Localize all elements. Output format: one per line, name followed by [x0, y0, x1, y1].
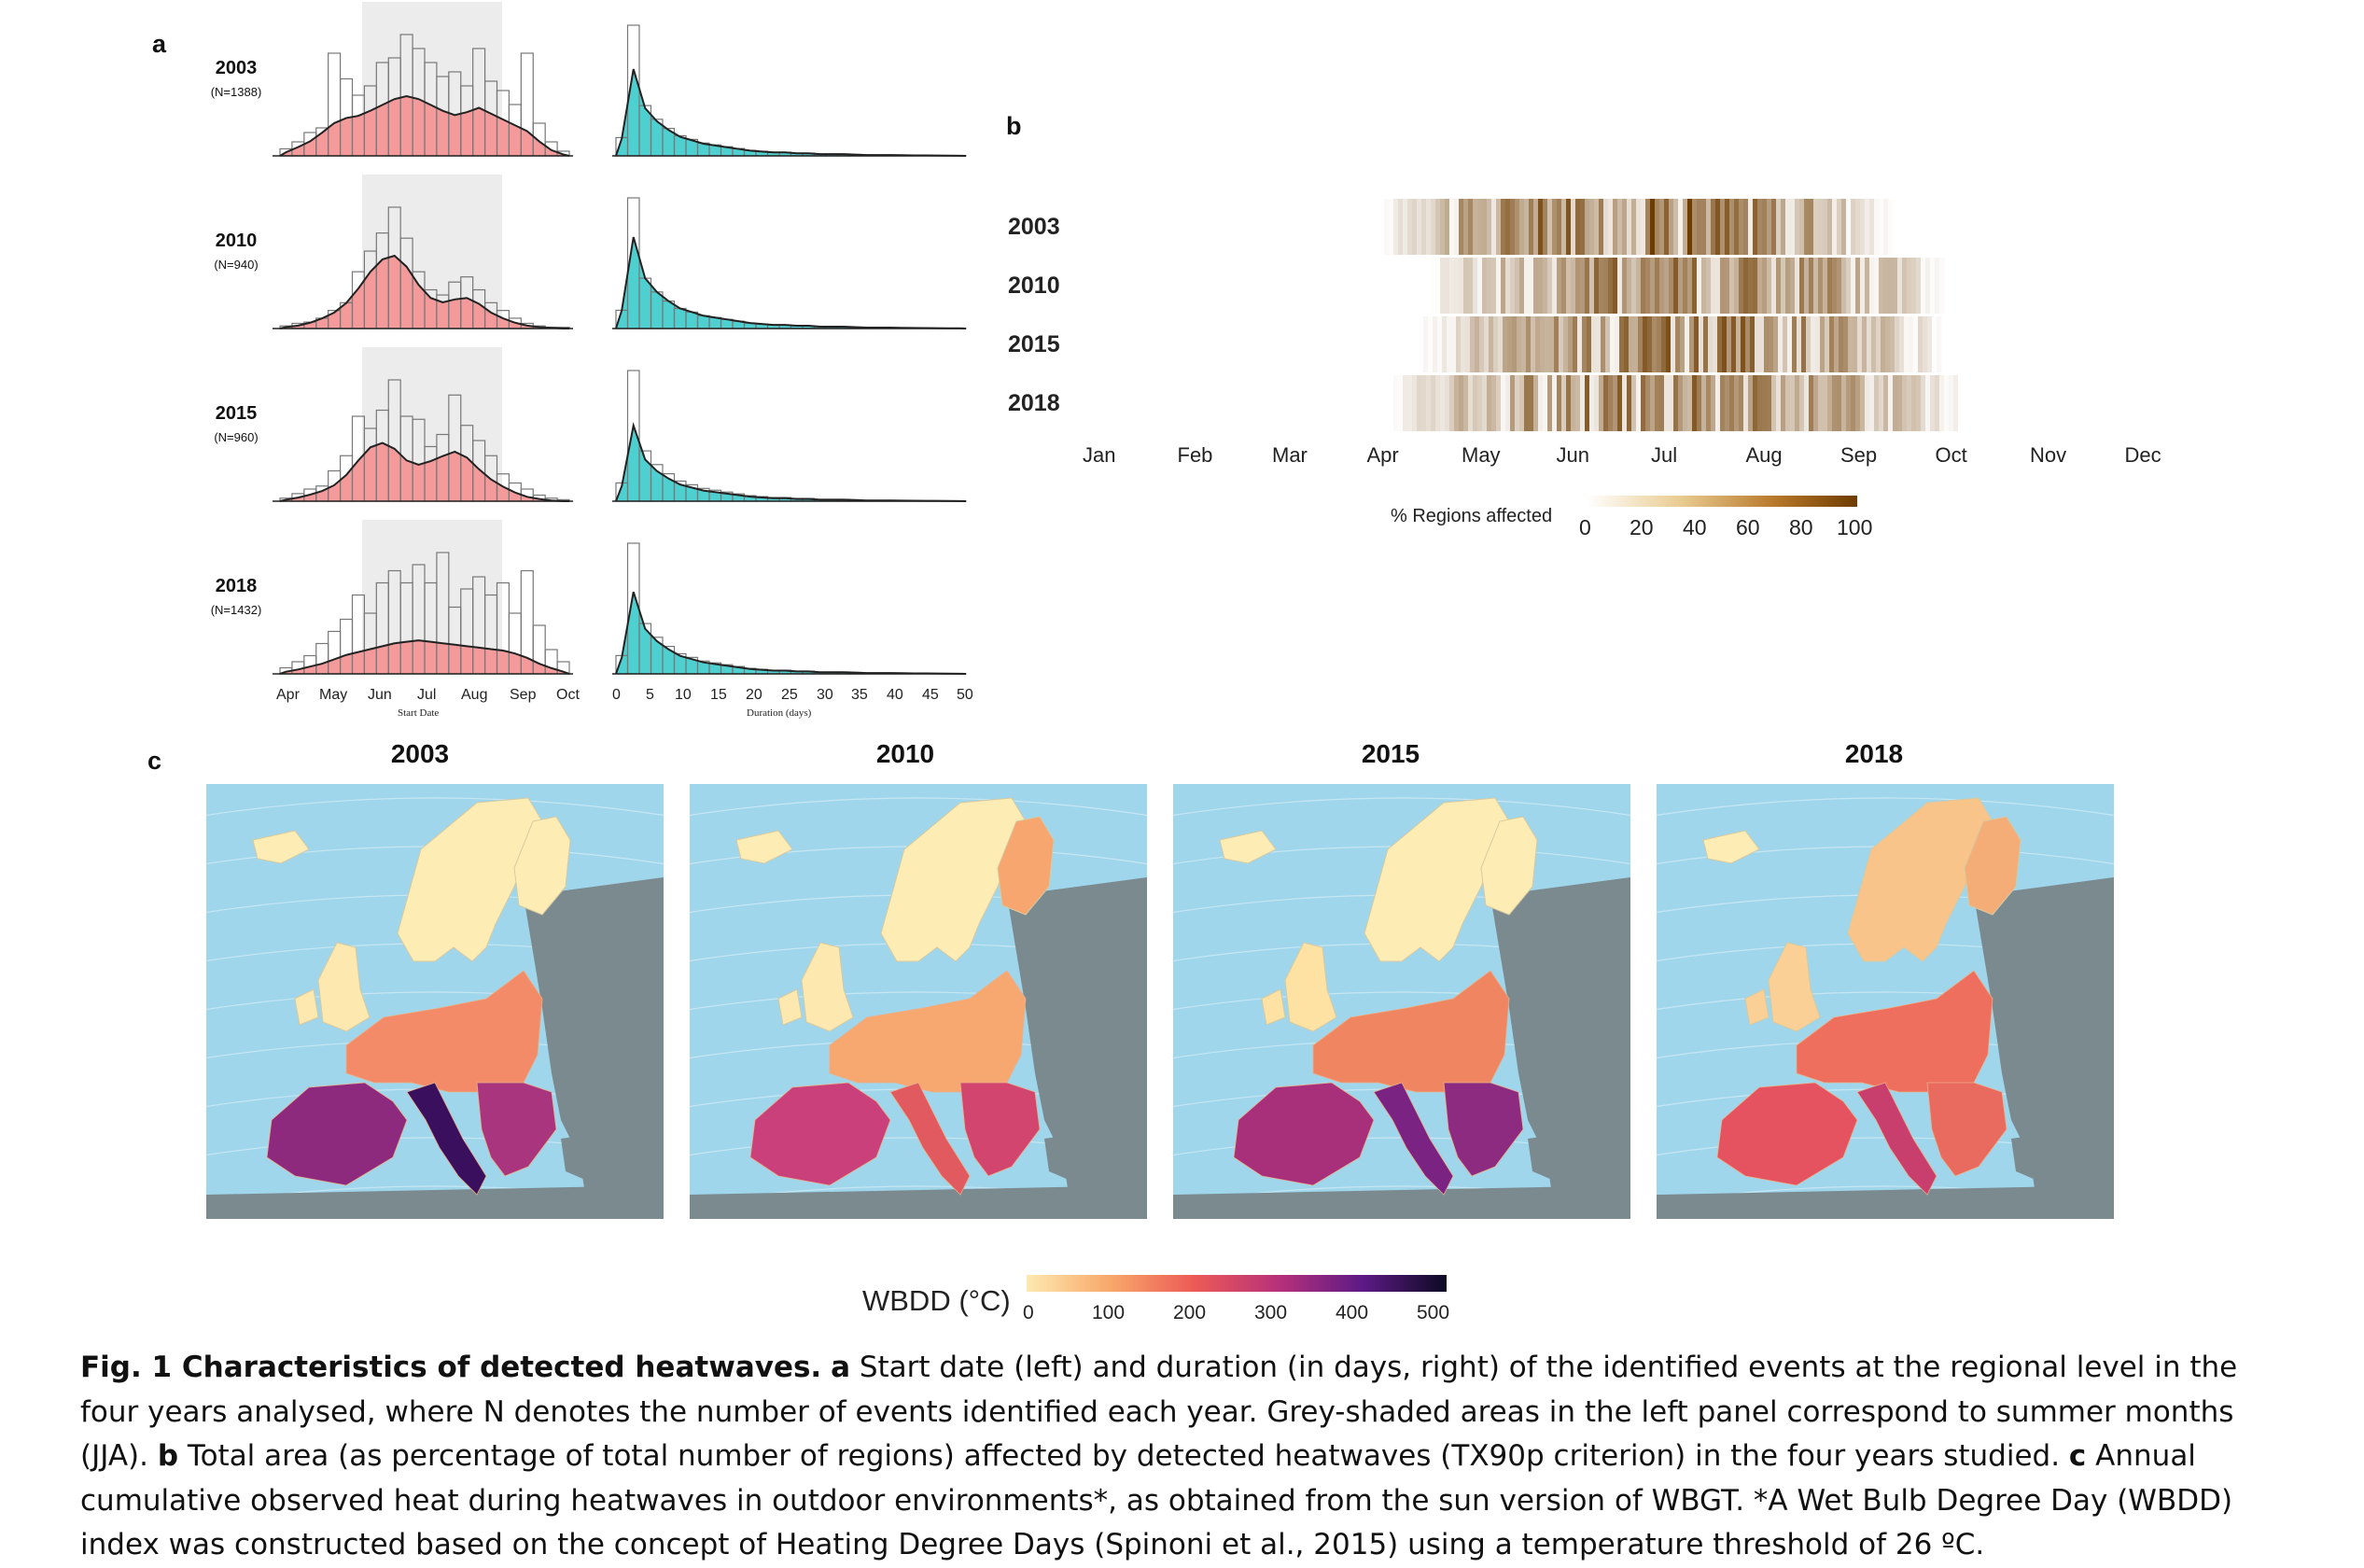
panel-c-maps — [0, 0, 2147, 1232]
wbdd-legend-ticks: 0 100 200 300 400 500 — [1023, 1302, 1471, 1328]
wbdd-tick: 400 — [1336, 1302, 1368, 1324]
caption-b-text: Total area (as percentage of total numbe… — [178, 1439, 2069, 1473]
map-panel — [652, 784, 1184, 1219]
wbdd-legend-bar — [1027, 1275, 1456, 1295]
map-panel — [1136, 784, 1668, 1219]
caption-letter-a: a — [831, 1351, 850, 1384]
figure-caption: Fig. 1 Characteristics of detected heatw… — [80, 1346, 2245, 1568]
caption-letter-c: c — [2069, 1439, 2086, 1473]
caption-fig-title: Fig. 1 Characteristics of detected heatw… — [80, 1351, 821, 1384]
wbdd-tick: 300 — [1254, 1302, 1287, 1324]
map-panel — [169, 784, 701, 1219]
wbdd-tick: 0 — [1023, 1302, 1034, 1324]
wbdd-tick: 500 — [1417, 1302, 1449, 1324]
map-panel — [1619, 784, 2151, 1219]
caption-letter-b: b — [158, 1439, 178, 1473]
wbdd-tick: 100 — [1092, 1302, 1125, 1324]
wbdd-legend-label: WBDD (°C) — [862, 1284, 1011, 1318]
wbdd-tick: 200 — [1173, 1302, 1206, 1324]
